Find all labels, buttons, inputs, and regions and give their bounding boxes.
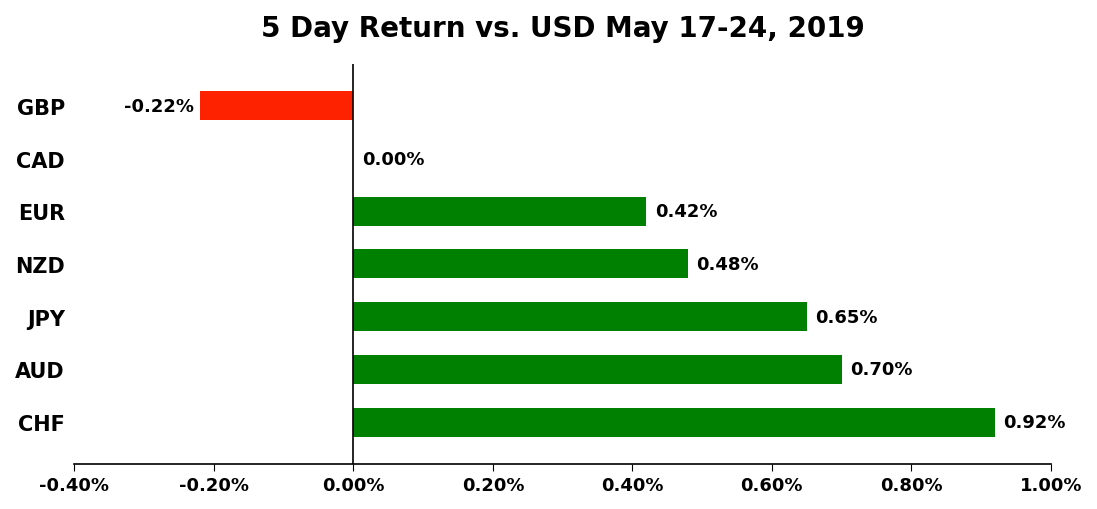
Text: 0.00%: 0.00% <box>362 150 425 168</box>
Bar <box>353 197 646 227</box>
Bar <box>353 408 995 437</box>
Text: 0.92%: 0.92% <box>1004 413 1066 431</box>
Text: 0.65%: 0.65% <box>815 308 878 326</box>
Text: 0.48%: 0.48% <box>697 256 759 273</box>
Text: -0.22%: -0.22% <box>124 98 194 116</box>
Bar <box>353 302 806 331</box>
Text: 0.70%: 0.70% <box>850 361 913 379</box>
Title: 5 Day Return vs. USD May 17-24, 2019: 5 Day Return vs. USD May 17-24, 2019 <box>261 15 864 43</box>
Bar <box>200 92 353 121</box>
Text: 0.42%: 0.42% <box>655 203 717 221</box>
Bar <box>353 250 688 279</box>
Bar <box>353 355 841 384</box>
